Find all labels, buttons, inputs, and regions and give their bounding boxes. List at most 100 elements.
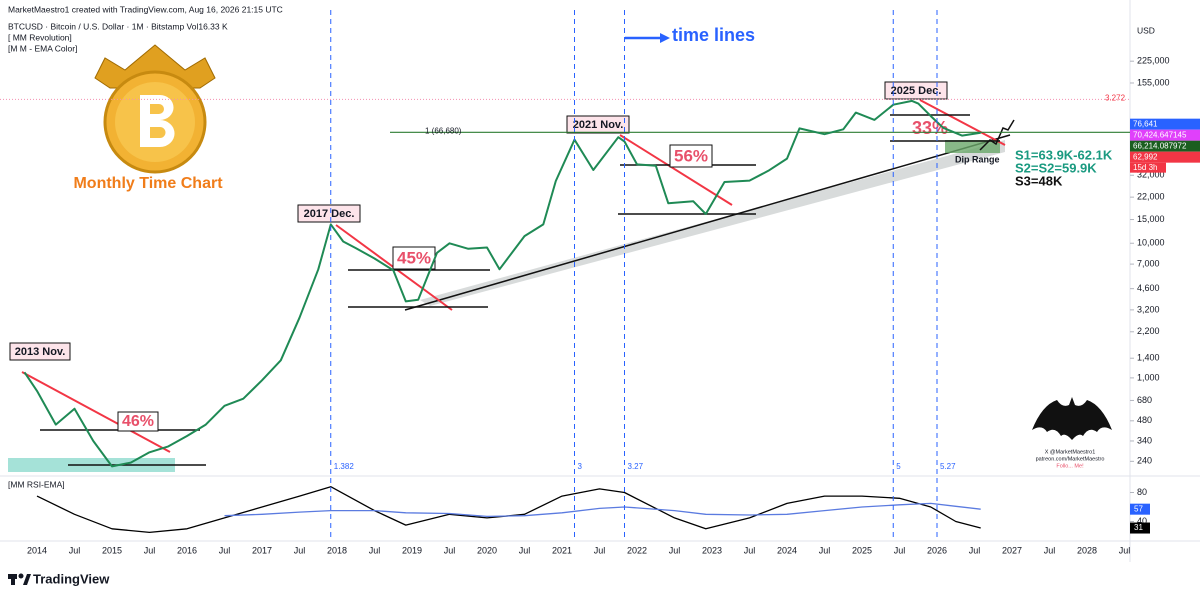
x-tick-label: Jul bbox=[744, 545, 756, 555]
x-tick-label: 2024 bbox=[777, 545, 797, 555]
peak-labels: 2013 Nov. 2017 Dec. 2021 Nov. 2025 Dec. bbox=[9, 81, 948, 361]
series-line bbox=[224, 502, 981, 518]
y-tick-label: 1,000 bbox=[1137, 372, 1160, 382]
chart-note: Monthly Time Chart bbox=[73, 175, 223, 192]
y-tick-label: 480 bbox=[1137, 415, 1152, 425]
support-line bbox=[404, 134, 1011, 311]
label-box bbox=[669, 144, 713, 168]
price-label-box bbox=[1130, 129, 1200, 141]
x-tick-label: 2023 bbox=[702, 545, 722, 555]
y-tick-label: 32,000 bbox=[1137, 170, 1165, 180]
value-label: 31 bbox=[1134, 523, 1143, 532]
time-line-label: 1.382 bbox=[334, 462, 355, 471]
signature: Follo... Me! bbox=[1056, 463, 1084, 469]
x-tick-label: 2015 bbox=[102, 545, 122, 555]
time-line-label: 3 bbox=[578, 462, 583, 471]
projection bbox=[979, 119, 1015, 151]
peak-label: 2021 Nov. bbox=[573, 119, 624, 131]
label-box bbox=[9, 342, 71, 361]
signature: X @MarketMaestro1 bbox=[1045, 449, 1096, 455]
x-tick-label: 2028 bbox=[1077, 545, 1097, 555]
y-tick-label: 155,000 bbox=[1137, 77, 1170, 87]
y-tick-label: 680 bbox=[1137, 395, 1152, 405]
y-tick-label: 225,000 bbox=[1137, 56, 1170, 66]
y-tick-label: 7,000 bbox=[1137, 258, 1160, 268]
value-label-box bbox=[1130, 503, 1150, 515]
x-tick-label: 2027 bbox=[1002, 545, 1022, 555]
arrow-head bbox=[660, 33, 670, 43]
y-tick-label: 1,400 bbox=[1137, 353, 1160, 363]
x-tick-label: Jul bbox=[969, 545, 981, 555]
x-tick-label: Jul bbox=[69, 545, 81, 555]
support-label: S1=63.9K-62.1K bbox=[1015, 147, 1113, 162]
x-tick-label: Jul bbox=[444, 545, 456, 555]
price-label: 62,992 bbox=[1133, 152, 1158, 161]
price-label-box bbox=[1130, 118, 1200, 130]
y-tick-label: 80 bbox=[1137, 487, 1147, 497]
drawings bbox=[8, 99, 1015, 472]
x-tick-label: Jul bbox=[819, 545, 831, 555]
x-tick-label: Jul bbox=[669, 545, 681, 555]
y-tick-label: 2,200 bbox=[1137, 326, 1160, 336]
x-tick-label: Jul bbox=[894, 545, 906, 555]
zone-label: Dip Range bbox=[955, 154, 1000, 164]
y-tick-label: 40 bbox=[1137, 516, 1147, 526]
y-tick-label: 3,200 bbox=[1137, 304, 1160, 314]
level-label: 3.272 bbox=[1105, 94, 1126, 103]
x-tick-label: 2022 bbox=[627, 545, 647, 555]
price-label: 76,641 bbox=[1133, 119, 1158, 128]
series-line bbox=[23, 99, 981, 468]
note: time lines bbox=[672, 25, 755, 45]
x-tick-label: Jul bbox=[1044, 545, 1056, 555]
time-line-label: 3.27 bbox=[628, 462, 644, 471]
support-label: S3=48K bbox=[1015, 173, 1063, 188]
x-tick-label: 2014 bbox=[27, 545, 47, 555]
x-tick-label: Jul bbox=[594, 545, 606, 555]
signature: patreon.com/MarketMaestro bbox=[1036, 456, 1105, 462]
x-tick-label: Jul bbox=[144, 545, 156, 555]
countdown-box bbox=[1130, 162, 1166, 173]
level-label: 1 (66,680) bbox=[425, 126, 462, 135]
brand: TradingView bbox=[33, 571, 110, 586]
countdown: 15d 3h bbox=[1133, 163, 1157, 172]
value-label-box bbox=[1130, 522, 1150, 534]
label-box bbox=[117, 411, 159, 432]
drop-label: 56% bbox=[674, 146, 708, 165]
x-tick-label: Jul bbox=[1119, 545, 1131, 555]
y-tick-label: 10,000 bbox=[1137, 238, 1165, 248]
x-tick-label: 2025 bbox=[852, 545, 872, 555]
indicator: [MM RSI-EMA] bbox=[8, 479, 65, 489]
bitcoin-logo bbox=[94, 44, 216, 174]
x-tick-label: 2020 bbox=[477, 545, 497, 555]
drop-label: 45% bbox=[397, 248, 431, 267]
value-label: 57 bbox=[1134, 504, 1143, 513]
currency: USD bbox=[1137, 25, 1155, 35]
x-tick-label: 2017 bbox=[252, 545, 272, 555]
peak-label: 2025 Dec. bbox=[891, 85, 942, 97]
y-tick-label: 240 bbox=[1137, 456, 1152, 466]
price-label: 66,214.087972 bbox=[1133, 141, 1187, 150]
symbol: BTCUSD · Bitcoin / U.S. Dollar · 1M · Bi… bbox=[8, 21, 228, 31]
support-band bbox=[420, 140, 1005, 306]
x-tick-label: 2021 bbox=[552, 545, 572, 555]
price-label-box bbox=[1130, 140, 1200, 152]
peak-label: 2013 Nov. bbox=[15, 346, 66, 358]
time-line-label: 5 bbox=[896, 462, 901, 471]
x-tick-label: 2018 bbox=[327, 545, 347, 555]
peak-label: 2017 Dec. bbox=[304, 208, 355, 220]
label-box bbox=[297, 204, 361, 223]
x-tick-label: 2026 bbox=[927, 545, 947, 555]
x-tick-label: Jul bbox=[219, 545, 231, 555]
y-tick-label: 22,000 bbox=[1137, 192, 1165, 202]
x-tick-label: 2016 bbox=[177, 545, 197, 555]
credit: MarketMaestro1 created with TradingView.… bbox=[8, 4, 283, 14]
drop-label: 46% bbox=[122, 413, 154, 430]
y-tick-label: 340 bbox=[1137, 435, 1152, 445]
x-tick-label: Jul bbox=[294, 545, 306, 555]
x-tick-label: Jul bbox=[369, 545, 381, 555]
brand-logo bbox=[8, 573, 31, 585]
indicator: [M M - EMA Color] bbox=[8, 43, 77, 53]
price-label-box bbox=[1130, 151, 1200, 163]
support-label: S2=S2=59.9K bbox=[1015, 160, 1097, 175]
